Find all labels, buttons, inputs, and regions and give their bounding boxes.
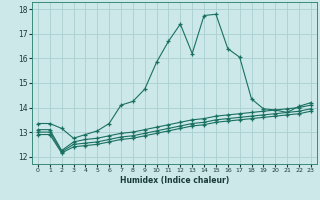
X-axis label: Humidex (Indice chaleur): Humidex (Indice chaleur) xyxy=(120,176,229,185)
